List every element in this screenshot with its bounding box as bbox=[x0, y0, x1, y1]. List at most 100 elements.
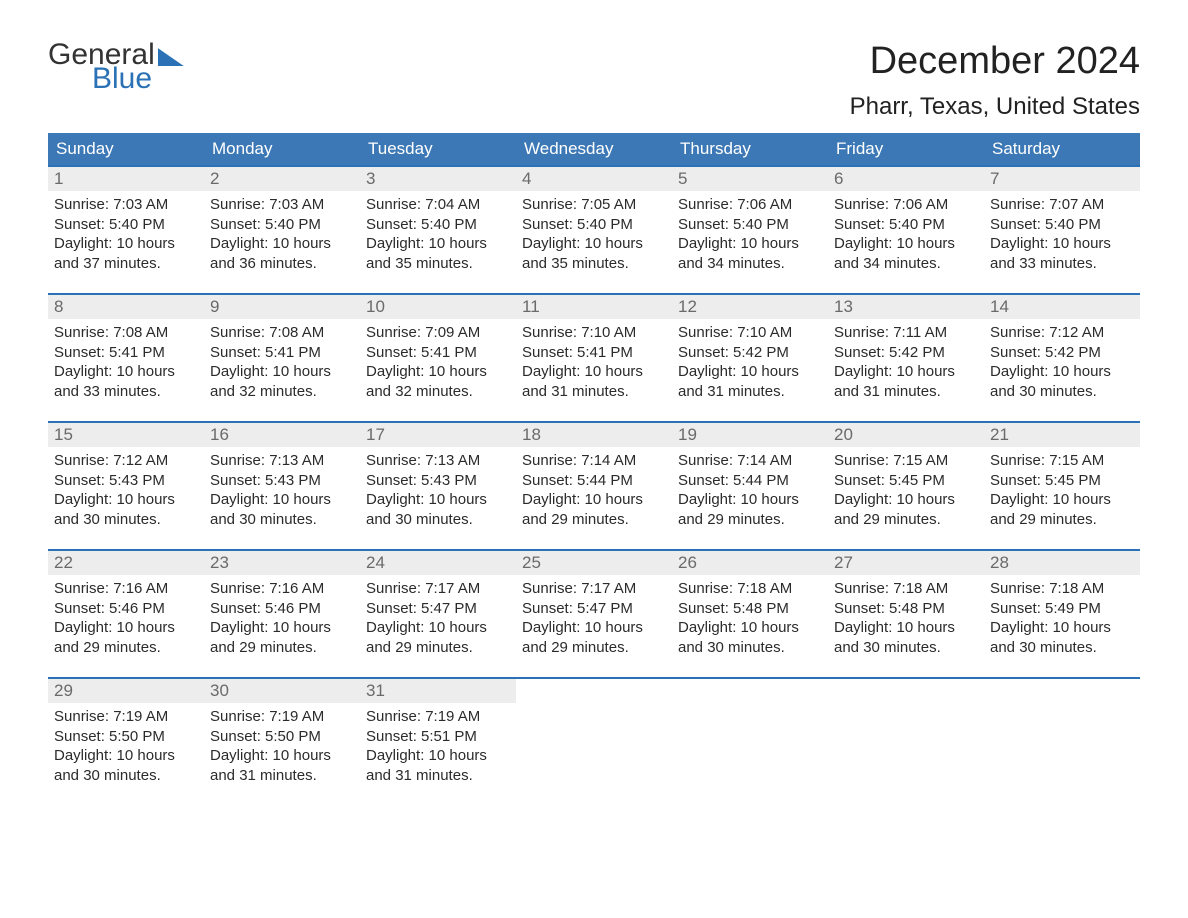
weekday-header: Wednesday bbox=[516, 133, 672, 166]
daylight-line-2: and 33 minutes. bbox=[990, 254, 1134, 274]
daylight-line-2: and 30 minutes. bbox=[54, 510, 198, 530]
calendar-day-cell bbox=[516, 678, 672, 805]
calendar-body: 1Sunrise: 7:03 AMSunset: 5:40 PMDaylight… bbox=[48, 166, 1140, 805]
day-number: 13 bbox=[828, 295, 984, 319]
day-body: Sunrise: 7:13 AMSunset: 5:43 PMDaylight:… bbox=[204, 447, 360, 537]
daylight-line-1: Daylight: 10 hours bbox=[54, 362, 198, 382]
sunset-line: Sunset: 5:45 PM bbox=[834, 471, 978, 491]
weekday-header: Saturday bbox=[984, 133, 1140, 166]
daylight-line-2: and 31 minutes. bbox=[678, 382, 822, 402]
calendar-week-row: 22Sunrise: 7:16 AMSunset: 5:46 PMDayligh… bbox=[48, 550, 1140, 678]
day-number: 31 bbox=[360, 679, 516, 703]
daylight-line-2: and 30 minutes. bbox=[678, 638, 822, 658]
daylight-line-2: and 35 minutes. bbox=[522, 254, 666, 274]
calendar-day-cell: 16Sunrise: 7:13 AMSunset: 5:43 PMDayligh… bbox=[204, 422, 360, 550]
day-number: 6 bbox=[828, 167, 984, 191]
weekday-header: Monday bbox=[204, 133, 360, 166]
daylight-line-1: Daylight: 10 hours bbox=[210, 746, 354, 766]
sunset-line: Sunset: 5:43 PM bbox=[54, 471, 198, 491]
calendar-day-cell: 9Sunrise: 7:08 AMSunset: 5:41 PMDaylight… bbox=[204, 294, 360, 422]
day-body: Sunrise: 7:18 AMSunset: 5:48 PMDaylight:… bbox=[828, 575, 984, 665]
day-number: 19 bbox=[672, 423, 828, 447]
sunrise-line: Sunrise: 7:13 AM bbox=[210, 451, 354, 471]
day-number: 21 bbox=[984, 423, 1140, 447]
day-body: Sunrise: 7:19 AMSunset: 5:50 PMDaylight:… bbox=[48, 703, 204, 793]
calendar-day-cell: 21Sunrise: 7:15 AMSunset: 5:45 PMDayligh… bbox=[984, 422, 1140, 550]
calendar-day-cell: 8Sunrise: 7:08 AMSunset: 5:41 PMDaylight… bbox=[48, 294, 204, 422]
daylight-line-2: and 29 minutes. bbox=[366, 638, 510, 658]
daylight-line-1: Daylight: 10 hours bbox=[210, 234, 354, 254]
daylight-line-1: Daylight: 10 hours bbox=[54, 490, 198, 510]
sunrise-line: Sunrise: 7:06 AM bbox=[678, 195, 822, 215]
calendar-day-cell bbox=[828, 678, 984, 805]
daylight-line-1: Daylight: 10 hours bbox=[834, 490, 978, 510]
calendar-day-cell: 6Sunrise: 7:06 AMSunset: 5:40 PMDaylight… bbox=[828, 166, 984, 294]
daylight-line-2: and 37 minutes. bbox=[54, 254, 198, 274]
sunset-line: Sunset: 5:42 PM bbox=[834, 343, 978, 363]
daylight-line-2: and 30 minutes. bbox=[366, 510, 510, 530]
day-number: 29 bbox=[48, 679, 204, 703]
sunrise-line: Sunrise: 7:18 AM bbox=[990, 579, 1134, 599]
sunrise-line: Sunrise: 7:18 AM bbox=[834, 579, 978, 599]
daylight-line-1: Daylight: 10 hours bbox=[678, 234, 822, 254]
daylight-line-2: and 29 minutes. bbox=[210, 638, 354, 658]
day-number: 1 bbox=[48, 167, 204, 191]
daylight-line-2: and 34 minutes. bbox=[678, 254, 822, 274]
daylight-line-2: and 31 minutes. bbox=[522, 382, 666, 402]
day-body: Sunrise: 7:15 AMSunset: 5:45 PMDaylight:… bbox=[984, 447, 1140, 537]
daylight-line-2: and 34 minutes. bbox=[834, 254, 978, 274]
sunrise-line: Sunrise: 7:19 AM bbox=[210, 707, 354, 727]
calendar-day-cell: 5Sunrise: 7:06 AMSunset: 5:40 PMDaylight… bbox=[672, 166, 828, 294]
sunrise-line: Sunrise: 7:14 AM bbox=[678, 451, 822, 471]
day-number: 26 bbox=[672, 551, 828, 575]
calendar-day-cell: 4Sunrise: 7:05 AMSunset: 5:40 PMDaylight… bbox=[516, 166, 672, 294]
calendar-week-row: 29Sunrise: 7:19 AMSunset: 5:50 PMDayligh… bbox=[48, 678, 1140, 805]
day-body: Sunrise: 7:08 AMSunset: 5:41 PMDaylight:… bbox=[204, 319, 360, 409]
location-label: Pharr, Texas, United States bbox=[850, 93, 1140, 121]
sunrise-line: Sunrise: 7:12 AM bbox=[54, 451, 198, 471]
sunrise-line: Sunrise: 7:15 AM bbox=[834, 451, 978, 471]
sunrise-line: Sunrise: 7:08 AM bbox=[210, 323, 354, 343]
calendar-day-cell: 30Sunrise: 7:19 AMSunset: 5:50 PMDayligh… bbox=[204, 678, 360, 805]
calendar-day-cell bbox=[984, 678, 1140, 805]
daylight-line-1: Daylight: 10 hours bbox=[990, 618, 1134, 638]
sunrise-line: Sunrise: 7:09 AM bbox=[366, 323, 510, 343]
calendar-day-cell: 31Sunrise: 7:19 AMSunset: 5:51 PMDayligh… bbox=[360, 678, 516, 805]
weekday-header: Thursday bbox=[672, 133, 828, 166]
calendar-day-cell: 25Sunrise: 7:17 AMSunset: 5:47 PMDayligh… bbox=[516, 550, 672, 678]
calendar-day-cell: 7Sunrise: 7:07 AMSunset: 5:40 PMDaylight… bbox=[984, 166, 1140, 294]
sunset-line: Sunset: 5:41 PM bbox=[54, 343, 198, 363]
sunset-line: Sunset: 5:40 PM bbox=[990, 215, 1134, 235]
day-body: Sunrise: 7:08 AMSunset: 5:41 PMDaylight:… bbox=[48, 319, 204, 409]
sunrise-line: Sunrise: 7:17 AM bbox=[522, 579, 666, 599]
day-body: Sunrise: 7:07 AMSunset: 5:40 PMDaylight:… bbox=[984, 191, 1140, 281]
day-body: Sunrise: 7:19 AMSunset: 5:51 PMDaylight:… bbox=[360, 703, 516, 793]
day-number: 24 bbox=[360, 551, 516, 575]
day-body: Sunrise: 7:16 AMSunset: 5:46 PMDaylight:… bbox=[204, 575, 360, 665]
calendar-day-cell: 27Sunrise: 7:18 AMSunset: 5:48 PMDayligh… bbox=[828, 550, 984, 678]
day-number: 2 bbox=[204, 167, 360, 191]
sunrise-line: Sunrise: 7:12 AM bbox=[990, 323, 1134, 343]
daylight-line-1: Daylight: 10 hours bbox=[678, 618, 822, 638]
daylight-line-2: and 33 minutes. bbox=[54, 382, 198, 402]
daylight-line-1: Daylight: 10 hours bbox=[990, 490, 1134, 510]
day-body: Sunrise: 7:09 AMSunset: 5:41 PMDaylight:… bbox=[360, 319, 516, 409]
calendar-day-cell: 18Sunrise: 7:14 AMSunset: 5:44 PMDayligh… bbox=[516, 422, 672, 550]
sunset-line: Sunset: 5:45 PM bbox=[990, 471, 1134, 491]
day-number: 20 bbox=[828, 423, 984, 447]
calendar-day-cell: 3Sunrise: 7:04 AMSunset: 5:40 PMDaylight… bbox=[360, 166, 516, 294]
calendar-day-cell: 29Sunrise: 7:19 AMSunset: 5:50 PMDayligh… bbox=[48, 678, 204, 805]
day-number: 28 bbox=[984, 551, 1140, 575]
daylight-line-2: and 31 minutes. bbox=[366, 766, 510, 786]
daylight-line-1: Daylight: 10 hours bbox=[834, 234, 978, 254]
day-number: 27 bbox=[828, 551, 984, 575]
sunset-line: Sunset: 5:43 PM bbox=[366, 471, 510, 491]
daylight-line-1: Daylight: 10 hours bbox=[54, 618, 198, 638]
daylight-line-2: and 32 minutes. bbox=[210, 382, 354, 402]
daylight-line-2: and 31 minutes. bbox=[210, 766, 354, 786]
sunset-line: Sunset: 5:46 PM bbox=[210, 599, 354, 619]
sunrise-line: Sunrise: 7:13 AM bbox=[366, 451, 510, 471]
day-body: Sunrise: 7:12 AMSunset: 5:43 PMDaylight:… bbox=[48, 447, 204, 537]
daylight-line-1: Daylight: 10 hours bbox=[522, 618, 666, 638]
sunset-line: Sunset: 5:50 PM bbox=[210, 727, 354, 747]
